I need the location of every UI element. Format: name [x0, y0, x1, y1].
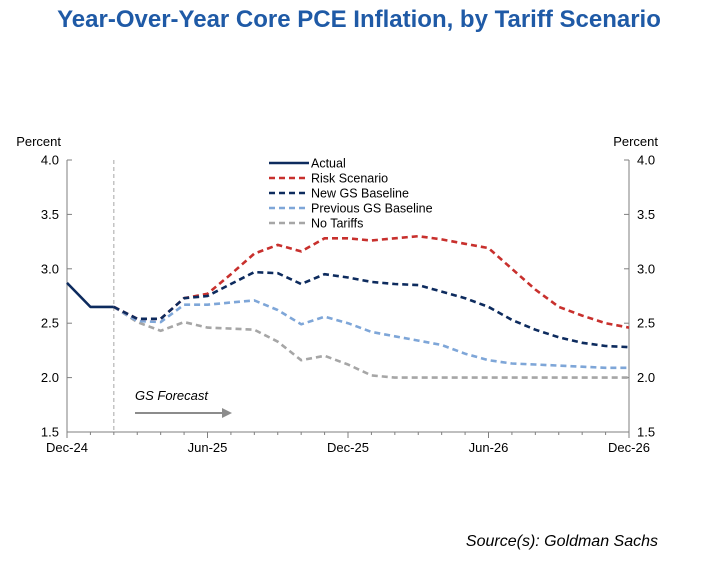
forecast-annotation: GS Forecast: [135, 388, 232, 418]
legend-label: Previous GS Baseline: [311, 202, 433, 216]
series-line-new-gs-baseline: [113, 270, 630, 349]
legend-label: Actual: [311, 157, 346, 171]
y-tick-label-left: 3.5: [41, 207, 59, 222]
y-tick-label-left: 1.5: [41, 425, 59, 440]
x-tick-label: Dec-25: [327, 440, 369, 455]
series-line-no-tariffs: [113, 305, 629, 379]
y-tick-label-left: 2.0: [41, 370, 59, 385]
x-tick-label: Dec-24: [46, 440, 88, 455]
y-tick-label-left: 2.5: [41, 316, 59, 331]
y-tick-label-right: 4.0: [637, 153, 655, 168]
x-tick-label: Jun-25: [188, 440, 228, 455]
y-tick-label-right: 2.0: [637, 370, 655, 385]
series-line-risk-scenario: [113, 234, 630, 329]
forecast-arrow-head: [222, 408, 232, 418]
series-line-previous-gs-baseline: [113, 299, 629, 370]
y-tick-label-right: 3.0: [637, 261, 655, 276]
y-unit-left: Percent: [16, 134, 61, 149]
chart-axes: 1.5 1.5 2.0 2.0 2.5 2.5 3.0 3.0 3.5 3.5 4.0 4.0 Perc…: [16, 134, 658, 455]
y-unit-right: Percent: [613, 134, 658, 149]
y-tick-label-left: 3.0: [41, 261, 59, 276]
x-tick-label: Dec-26: [608, 440, 650, 455]
x-tick-label: Jun-26: [469, 440, 509, 455]
legend-label: New GS Baseline: [311, 187, 409, 201]
y-tick-label-right: 2.5: [637, 316, 655, 331]
legend-label: Risk Scenario: [311, 172, 388, 186]
forecast-annotation-label: GS Forecast: [135, 388, 209, 403]
source-note: Source(s): Goldman Sachs: [465, 533, 658, 550]
y-tick-label-right: 3.5: [637, 207, 655, 222]
legend-label: No Tariffs: [311, 217, 363, 231]
chart-title: Year-Over-Year Core PCE Inflation, by Ta…: [57, 6, 661, 33]
chart-series: [66, 234, 630, 379]
y-tick-label-right: 1.5: [637, 425, 655, 440]
y-tick-label-left: 4.0: [41, 153, 59, 168]
series-line-actual: [66, 281, 114, 309]
